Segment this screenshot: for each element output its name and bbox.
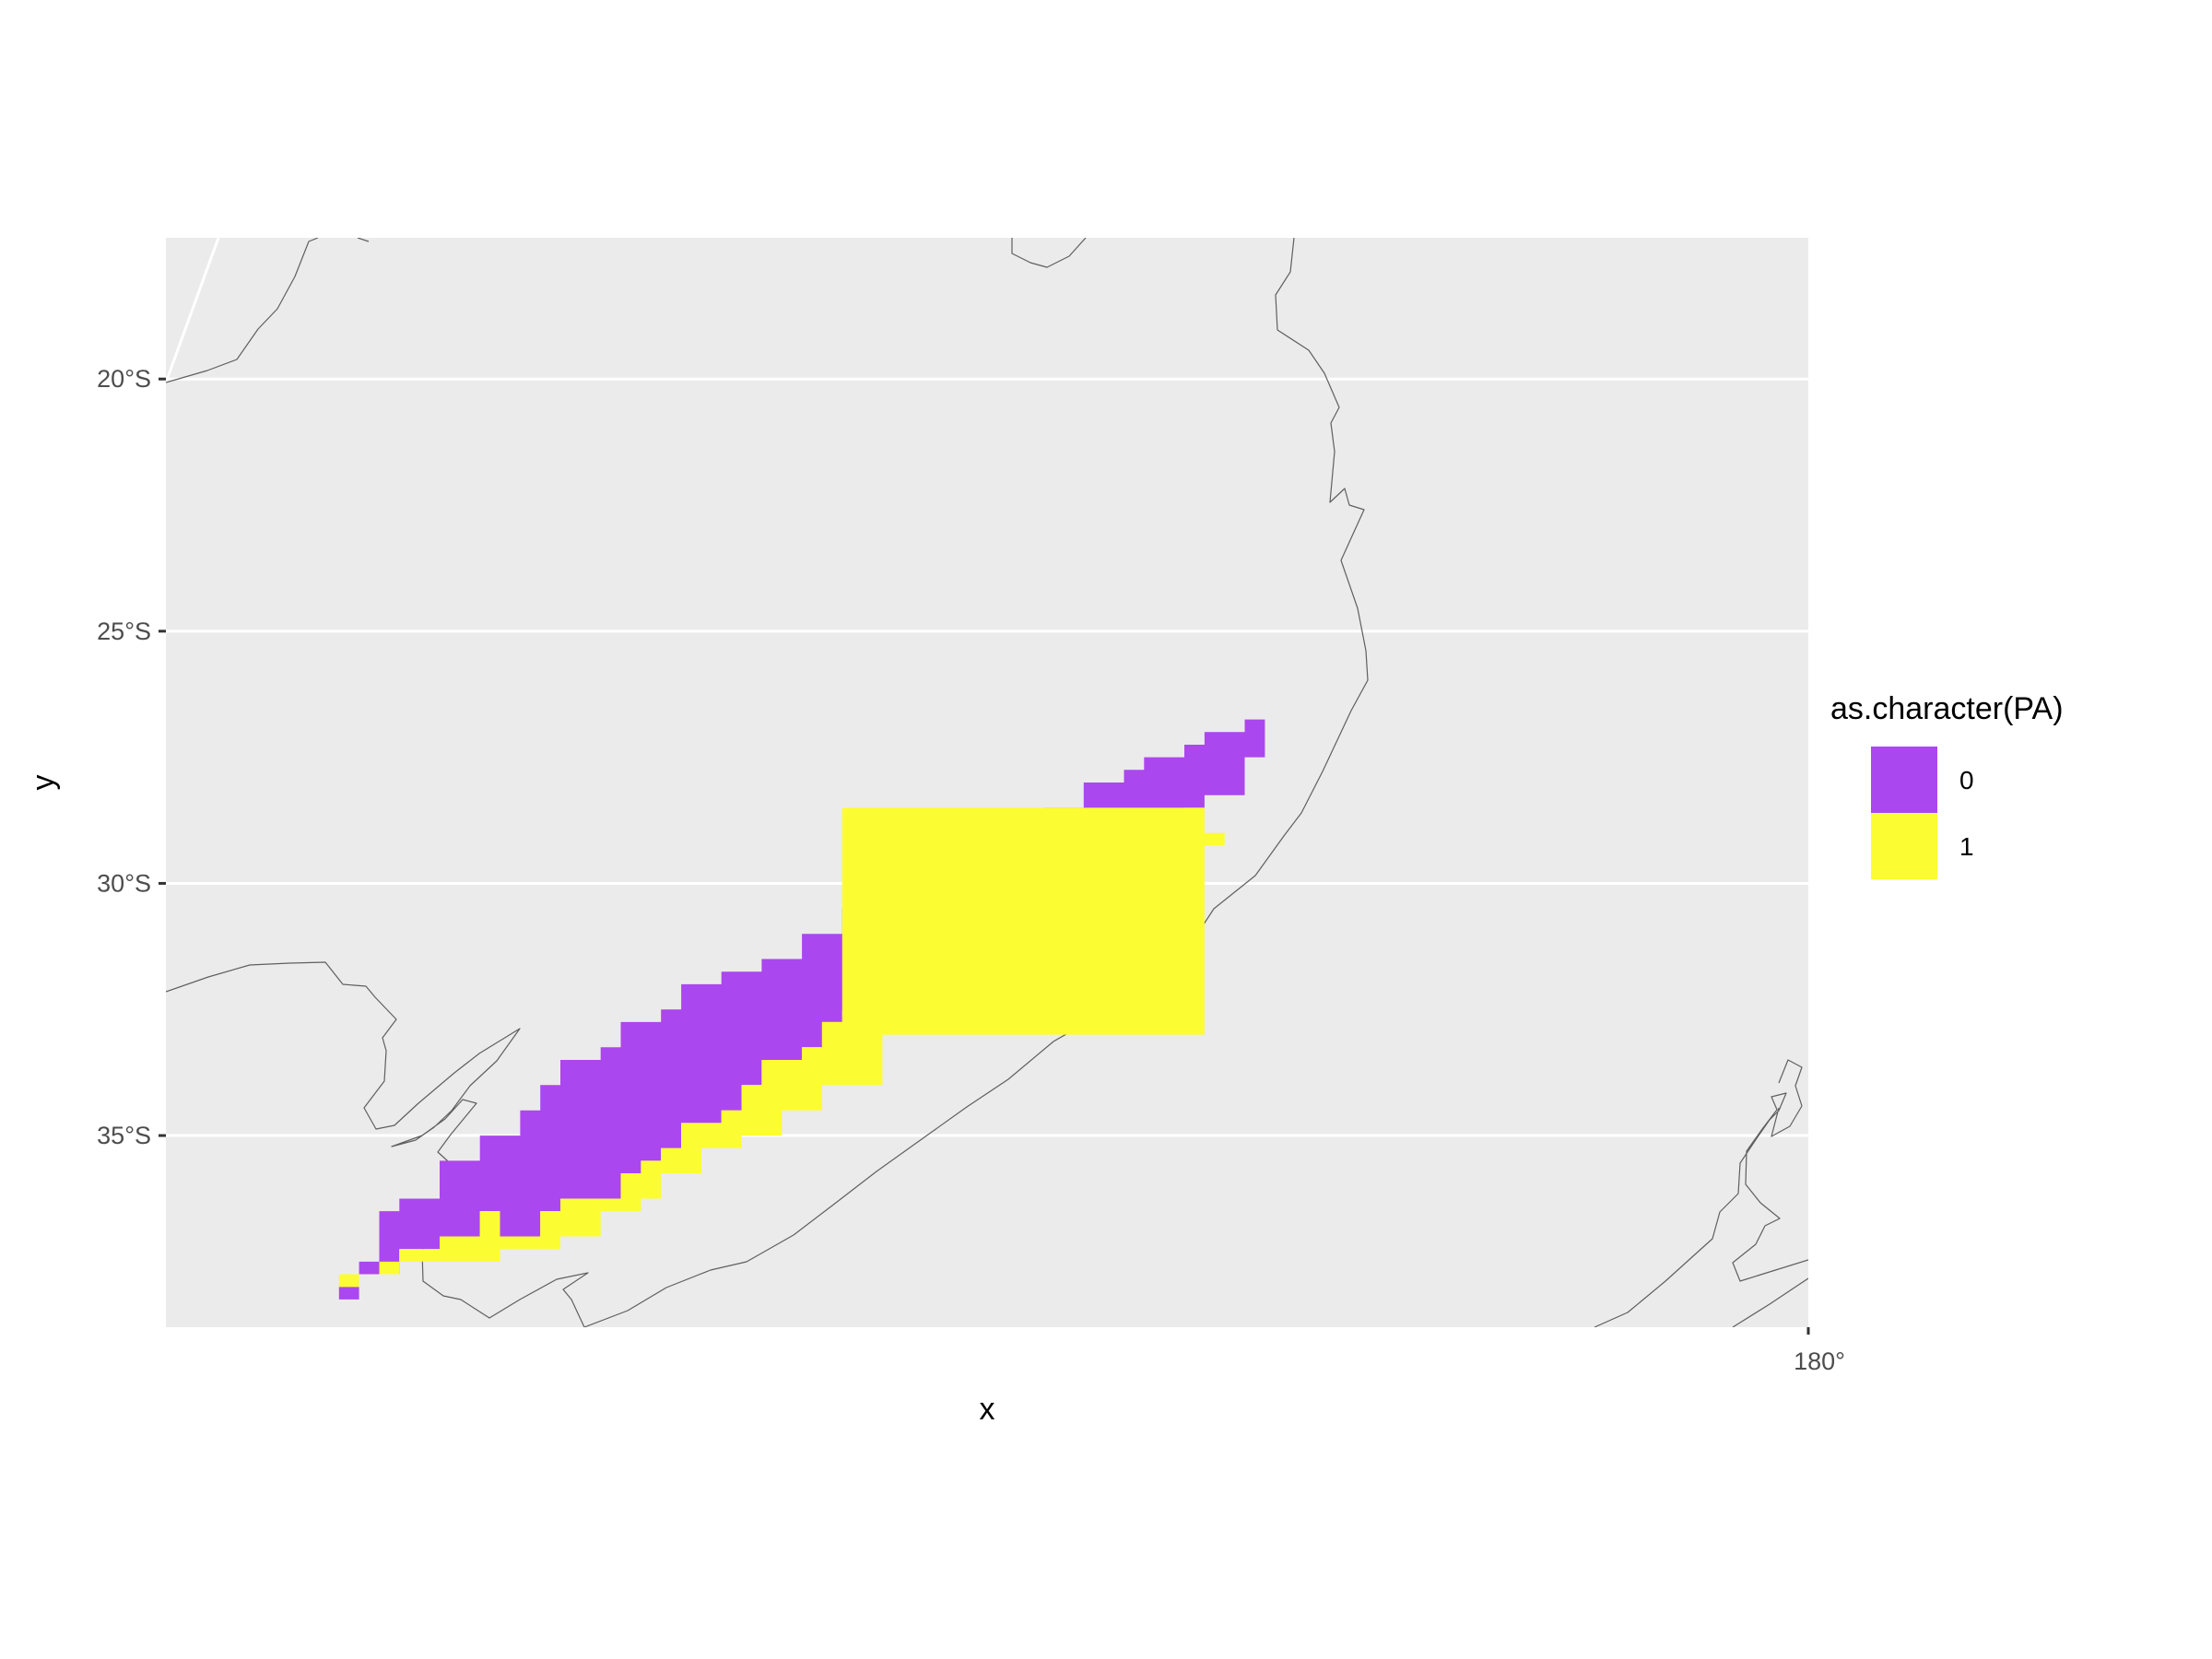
presence-region [338,807,1225,1288]
coastline-layer [166,238,1808,1327]
y-tick-label: 30°S [97,869,151,897]
legend-label-0: 0 [1959,766,1974,794]
y-axis-title: y [26,775,61,791]
x-axis: 180° [1794,1327,1845,1375]
legend-key-0 [1871,747,1937,813]
legend: as.character(PA) 0 1 [1830,691,2064,879]
legend-title: as.character(PA) [1830,691,2064,726]
coastline-new-caledonia [583,238,1369,1327]
y-tick-label: 35°S [97,1122,151,1149]
raster-layer [338,719,1265,1300]
y-axis: 20°S 25°S 30°S 35°S [97,365,166,1149]
coastline-australia-east [166,238,589,1327]
y-tick-label: 25°S [97,618,151,645]
coastline-north-island [1011,238,1087,268]
y-tick-label: 20°S [97,365,151,393]
graticule-meridian [166,238,220,383]
panel-background [166,238,1808,1327]
coastline-new-zealand [1594,1059,1808,1327]
legend-label-1: 1 [1959,832,1974,861]
x-axis-title: x [980,1392,995,1427]
x-tick-label: 180° [1794,1347,1845,1375]
legend-key-1 [1871,813,1937,879]
